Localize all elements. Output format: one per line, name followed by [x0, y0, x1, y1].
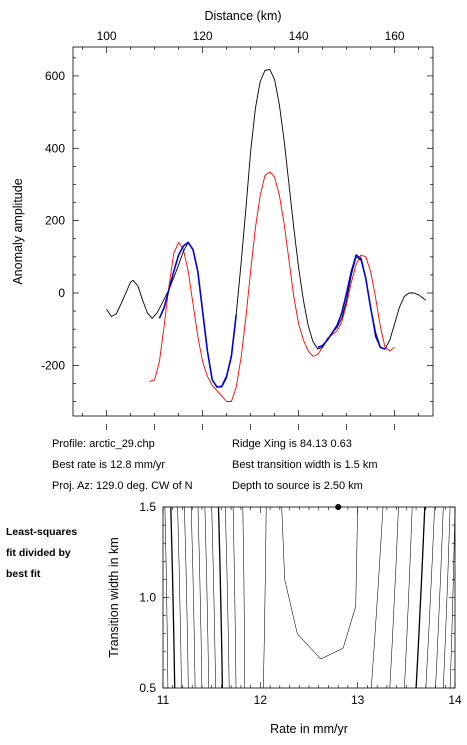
contour-line — [217, 506, 224, 689]
contour-line — [211, 506, 216, 689]
model-anomaly-line — [149, 171, 395, 402]
contour-line — [389, 506, 399, 689]
x-tick-label: 160 — [385, 29, 405, 43]
y2-axis-label: Transition width in km — [107, 537, 121, 657]
contour-line — [190, 506, 196, 689]
contour-line — [232, 506, 237, 689]
contour-line — [425, 506, 435, 689]
fitted-segment-line — [317, 254, 386, 350]
contour-line — [443, 506, 451, 689]
observed-anomaly-line — [106, 68, 427, 388]
y2-tick-label: 1.0 — [139, 591, 156, 605]
y2-tick-label: 1.5 — [139, 500, 156, 514]
x2-tick-label: 11 — [157, 693, 170, 707]
x-axis-label: Distance (km) — [204, 9, 281, 23]
x-tick-label: 120 — [193, 29, 213, 43]
side-note-line-3: best fit — [6, 568, 41, 580]
contour-chart: 11 12 13 14 0.5 1.0 1.5 Rate in mm/yr Transition… — [107, 500, 462, 736]
y2-tick-label: 0.5 — [139, 681, 156, 695]
y-tick-label: 0 — [58, 286, 65, 300]
x2-tick-label: 12 — [254, 693, 268, 707]
anomaly-chart: 100 120 140 160 -200 0 200 400 600 Distance (km) A… — [11, 9, 434, 430]
x2-tick-label: 14 — [448, 693, 462, 707]
y-axis-label: Anomaly amplitude — [11, 178, 25, 284]
x-tick-label: 100 — [97, 29, 117, 43]
proj-az-text: Proj. Az: 129.0 deg. CW of N — [52, 480, 193, 492]
y-tick-label: 400 — [45, 141, 65, 155]
y-tick-label: 600 — [45, 69, 65, 83]
contour-line — [204, 506, 209, 689]
x2-axis-label: Rate in mm/yr — [270, 722, 348, 736]
best-width-text: Best transition width is 1.5 km — [232, 459, 378, 471]
best-rate-text: Best rate is 12.8 mm/yr — [52, 459, 165, 471]
contour-line — [263, 506, 267, 689]
ridge-xing-text: Ridge Xing is 84.13 0.63 — [232, 438, 352, 450]
contour-line — [242, 506, 246, 689]
profile-text: Profile: arctic_29.chp — [52, 438, 155, 450]
contour-line — [225, 506, 230, 689]
contour-line — [184, 506, 189, 689]
minimum-contour — [281, 506, 358, 660]
contour-line — [415, 506, 426, 689]
contour-line — [177, 506, 182, 689]
y-tick-label: 200 — [45, 214, 65, 228]
side-note-line-1: Least-squares — [6, 526, 77, 538]
contour-line — [170, 506, 176, 689]
x-tick-label: 140 — [289, 29, 309, 43]
x2-tick-label: 13 — [351, 693, 365, 707]
side-note-line-2: fit divided by — [6, 547, 71, 559]
contour-line — [371, 506, 384, 689]
best-fit-point — [335, 504, 342, 510]
depth-text: Depth to source is 2.50 km — [232, 480, 363, 492]
y-tick-label: -200 — [41, 358, 65, 372]
fitted-segment-line — [158, 241, 237, 388]
contour-line — [435, 506, 444, 689]
contour-line — [197, 506, 203, 689]
contour-line — [404, 506, 413, 689]
plot-frame — [72, 46, 434, 417]
